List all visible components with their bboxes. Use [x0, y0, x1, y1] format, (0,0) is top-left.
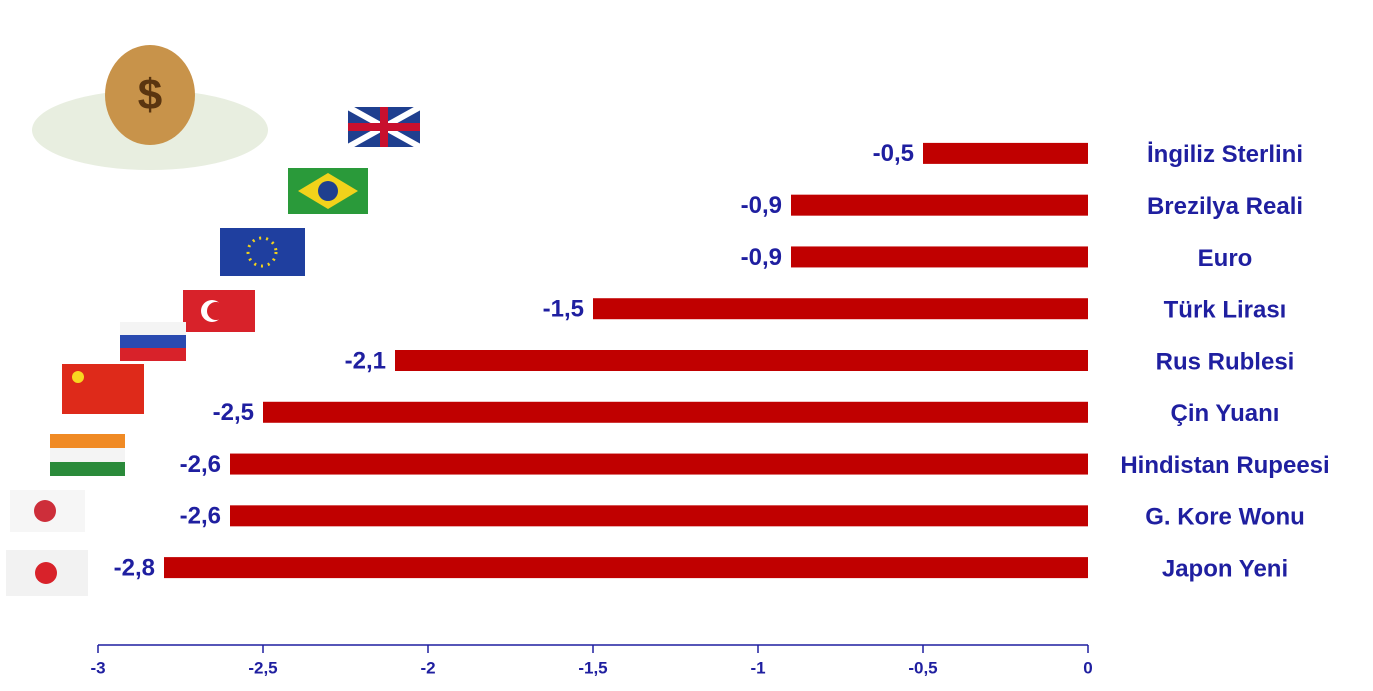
- flag: [72, 371, 84, 383]
- x-tick-label: -2,5: [248, 658, 277, 677]
- flag: [318, 181, 338, 201]
- bar: [791, 246, 1088, 267]
- x-tick-label: -1,5: [578, 658, 607, 677]
- x-tick-label: 0: [1083, 658, 1092, 677]
- category-label: Türk Lirası: [1164, 297, 1287, 324]
- category-label: Çin Yuanı: [1171, 400, 1280, 427]
- category-label: G. Kore Wonu: [1145, 504, 1305, 531]
- x-tick-label: -2: [420, 658, 435, 677]
- value-label: -2,6: [180, 451, 221, 478]
- value-label: -2,6: [180, 503, 221, 530]
- flag: [50, 448, 125, 462]
- category-label: Brezilya Reali: [1147, 193, 1303, 220]
- value-label: -0,9: [741, 192, 782, 219]
- category-label: Japon Yeni: [1162, 555, 1288, 582]
- x-tick-label: -0,5: [908, 658, 937, 677]
- value-label: -1,5: [543, 296, 584, 323]
- category-label: Hindistan Rupeesi: [1120, 452, 1329, 479]
- bar: [164, 557, 1088, 578]
- flag: [50, 462, 125, 476]
- bar: [791, 195, 1088, 216]
- category-label: Euro: [1198, 245, 1253, 272]
- chart: $ -3 -2,5 -2 -1,5 -1 -0,5 0 -0,5 İngiliz Sterlin…: [0, 0, 1373, 686]
- flag: [207, 302, 225, 320]
- dollar-icon: $: [138, 71, 162, 120]
- flag: [220, 228, 305, 276]
- flag: [50, 434, 125, 448]
- category-label: İngiliz Sterlini: [1147, 141, 1303, 168]
- flag: [120, 348, 186, 361]
- flag: [120, 335, 186, 348]
- bar: [230, 454, 1088, 475]
- category-label: Rus Rublesi: [1156, 348, 1295, 375]
- flag: [34, 500, 56, 522]
- x-tick-label: -3: [90, 658, 105, 677]
- flag: [35, 562, 57, 584]
- value-label: -0,5: [873, 140, 914, 167]
- bar: [395, 350, 1088, 371]
- value-label: -2,8: [114, 554, 155, 581]
- value-label: -2,1: [345, 347, 386, 374]
- bar: [263, 402, 1088, 423]
- flag: [120, 322, 186, 335]
- value-label: -2,5: [213, 399, 254, 426]
- x-tick-label: -1: [750, 658, 765, 677]
- bar: [230, 505, 1088, 526]
- flag: [62, 364, 144, 414]
- bar: [923, 143, 1088, 164]
- bar: [593, 298, 1088, 319]
- value-label: -0,9: [741, 244, 782, 271]
